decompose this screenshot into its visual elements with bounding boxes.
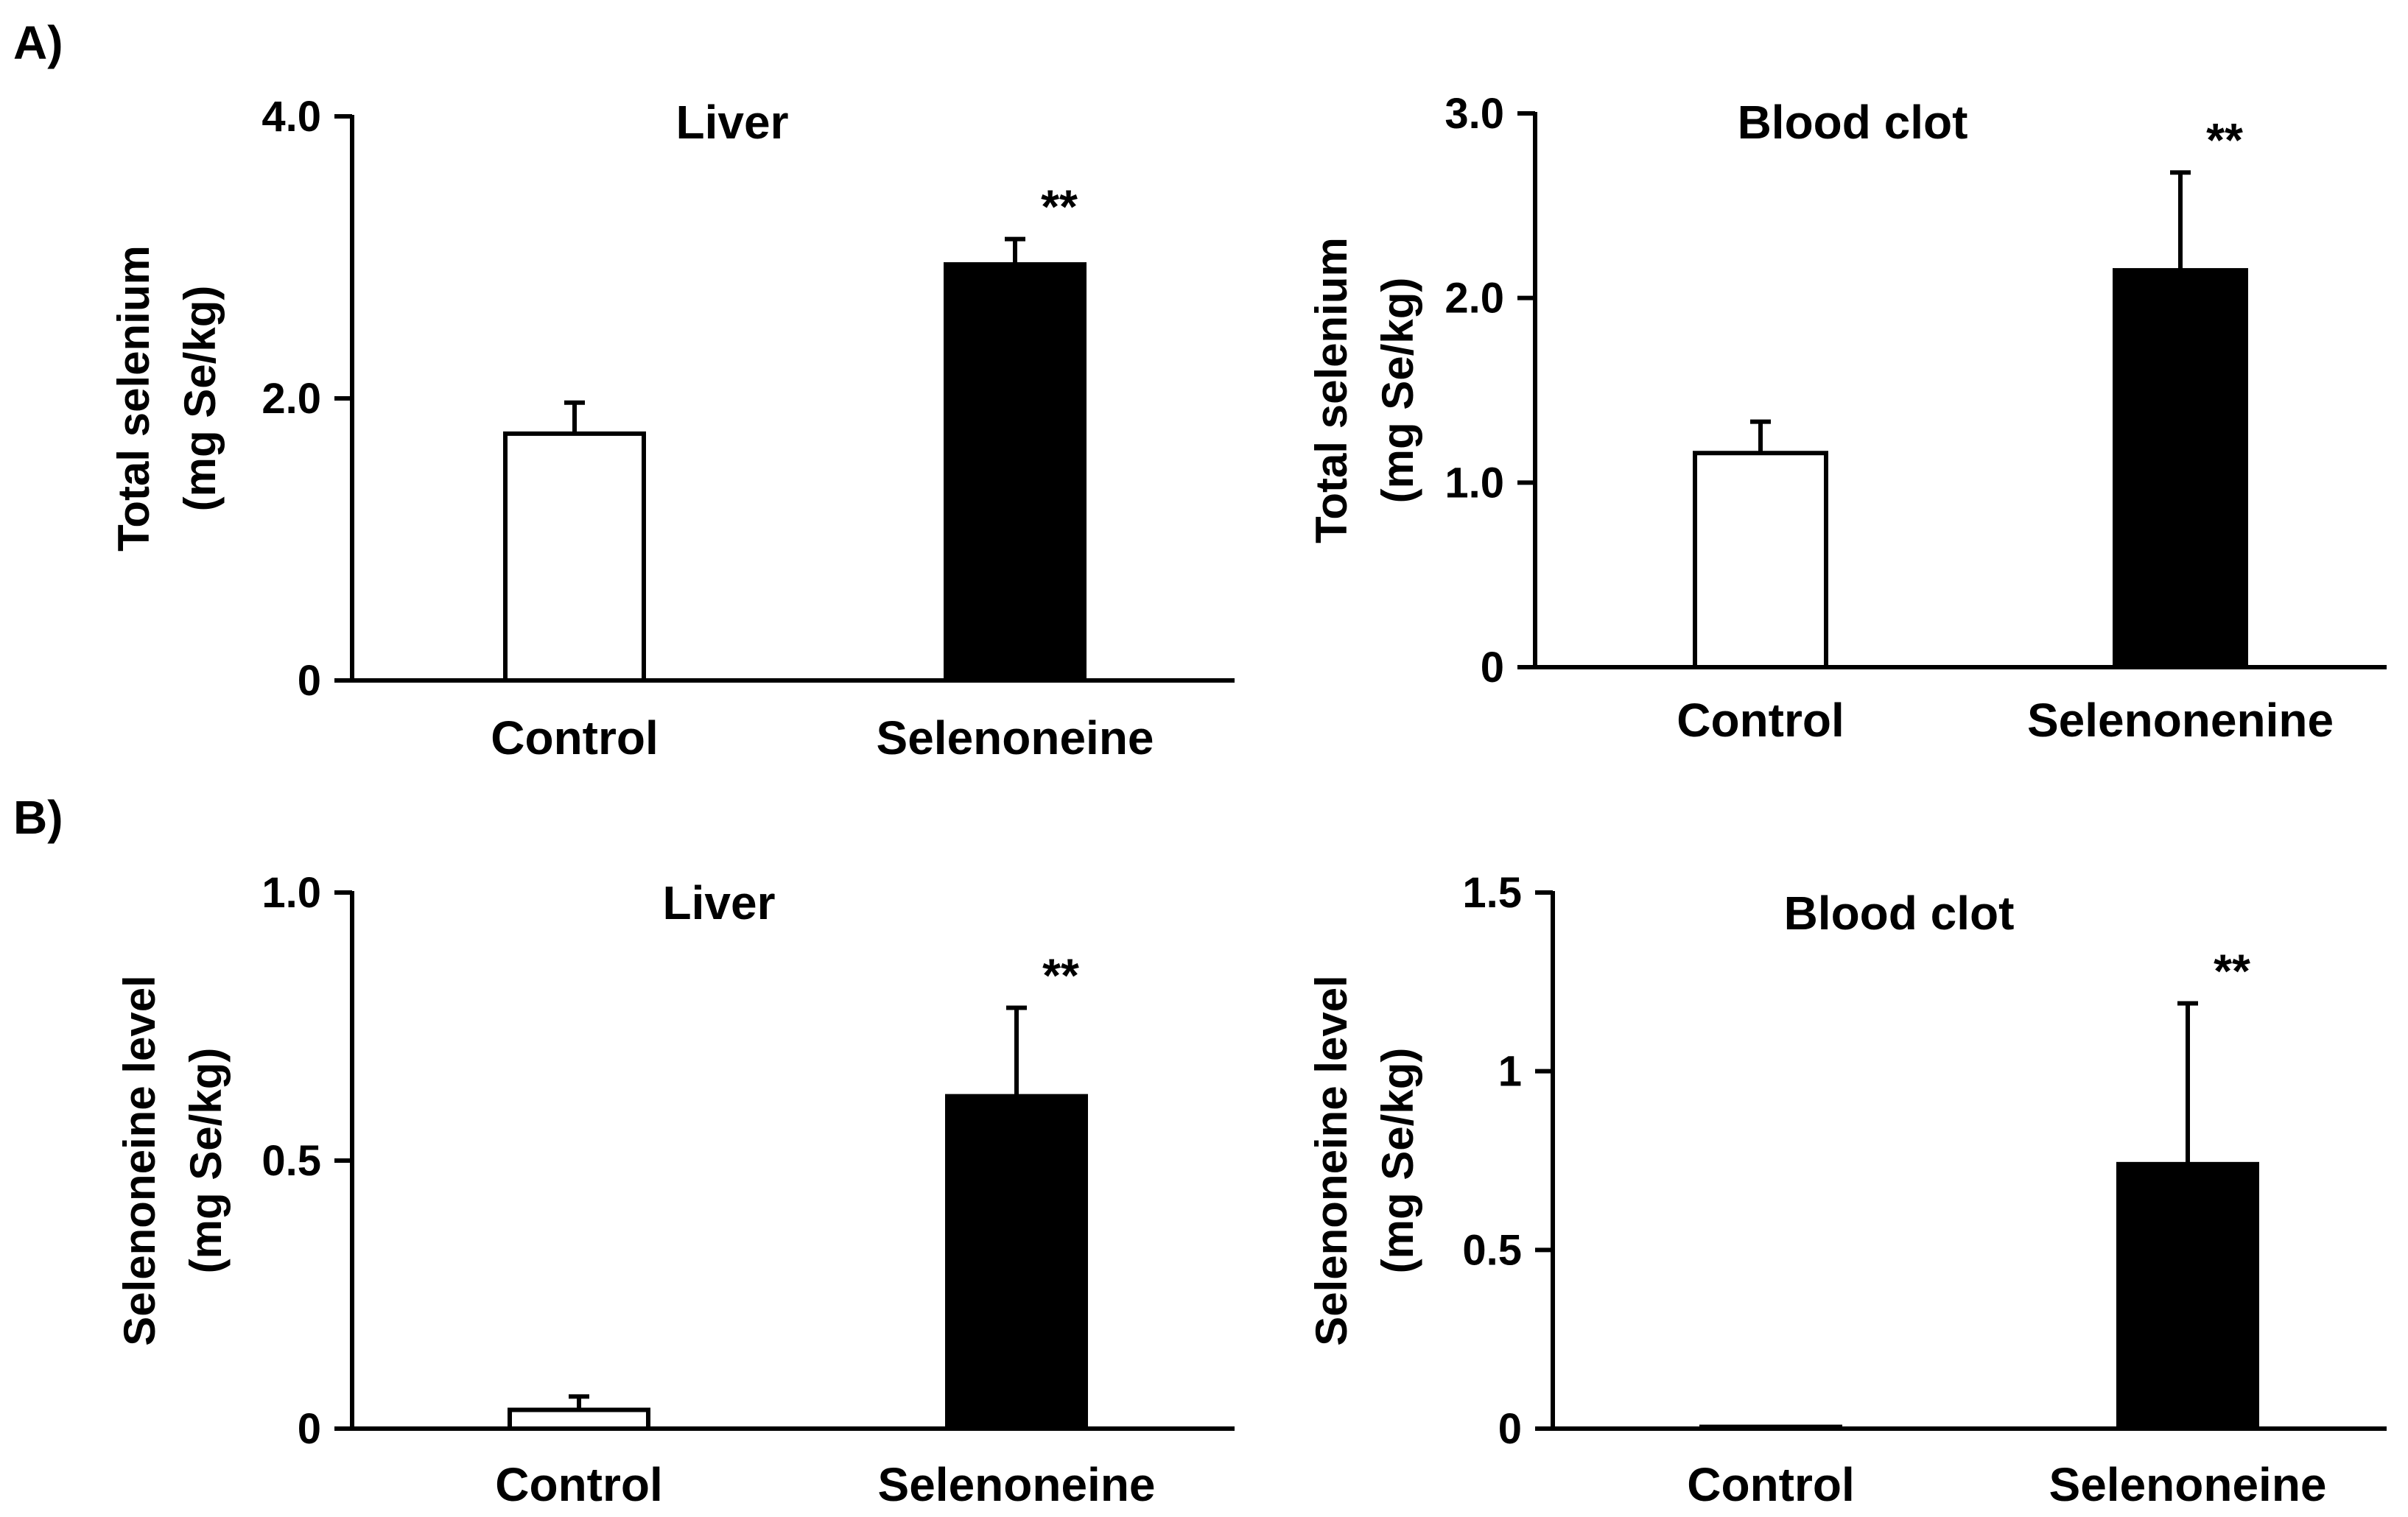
significance-marker: **	[1041, 180, 1078, 233]
y-tick-label: 0.5	[261, 1137, 321, 1185]
y-tick-label: 0	[1498, 1405, 1522, 1453]
chart-2: Blood clot Total selenium (mg Se/kg) 0 1.0 2.…	[1307, 90, 2387, 747]
x-category-label: Selenonenine	[2027, 694, 2334, 747]
chart-title: Blood clot	[1738, 96, 1968, 149]
y-axis-label-line-1: Total selenium	[1307, 237, 1356, 543]
bar	[503, 431, 646, 683]
x-category-label: Control	[491, 711, 659, 764]
bar	[2116, 1161, 2259, 1432]
significance-marker: **	[1042, 949, 1079, 1002]
bar	[2113, 268, 2248, 670]
y-axis-label-line-2: (mg Se/kg)	[175, 286, 225, 512]
bar	[508, 1407, 650, 1432]
y-tick-label: 1.0	[261, 869, 321, 917]
chart-title: Blood clot	[1784, 887, 2015, 940]
y-tick-label: 0	[1481, 644, 1504, 691]
significance-marker: **	[2206, 113, 2243, 166]
y-tick-label: 2.0	[261, 375, 321, 423]
bar	[1699, 1424, 1842, 1432]
x-category-label: Control	[1677, 694, 1844, 747]
y-axis-label-line-1: Selenoneine level	[1307, 975, 1356, 1346]
bar	[944, 262, 1087, 683]
y-tick-label: 3.0	[1445, 90, 1504, 138]
bar	[1693, 451, 1828, 670]
y-tick-label: 0.5	[1462, 1226, 1522, 1274]
y-tick-label: 1.5	[1462, 869, 1522, 917]
y-tick-label: 4.0	[261, 93, 321, 141]
y-tick-label: 0	[298, 657, 321, 705]
y-tick-label: 1	[1498, 1048, 1522, 1096]
x-category-label: Selenoneine	[877, 711, 1154, 764]
significance-marker: **	[2214, 944, 2250, 997]
panel-label-a: A)	[13, 16, 63, 69]
y-tick-label: 1.0	[1445, 459, 1504, 507]
y-axis-label-line-2: (mg Se/kg)	[1373, 1048, 1422, 1274]
x-category-label: Control	[1687, 1458, 1855, 1511]
y-tick-label: 2.0	[1445, 275, 1504, 323]
y-axis-label-line-1: Total selenium	[109, 245, 158, 552]
y-tick-label: 0	[298, 1405, 321, 1453]
chart-title: Liver	[676, 96, 789, 149]
y-axis-label-line-2: (mg Se/kg)	[1373, 278, 1422, 504]
y-axis-label-line-1: Selenoneine level	[115, 975, 164, 1346]
chart-3: Liver Selenoneine level (mg Se/kg) 0 0.5 1.0 C…	[115, 869, 1235, 1511]
chart-title: Liver	[663, 876, 776, 929]
x-category-label: Selenoneine	[2049, 1458, 2327, 1511]
y-axis-label-line-2: (mg Se/kg)	[181, 1048, 231, 1274]
x-category-label: Selenoneine	[878, 1458, 1156, 1511]
bar	[945, 1094, 1088, 1431]
chart-4: Blood clot Selenoneine level (mg Se/kg) 0 0.…	[1307, 869, 2387, 1511]
panel-label-b: B)	[13, 791, 63, 844]
x-category-label: Control	[495, 1458, 663, 1511]
chart-1: Liver Total selenium (mg Se/kg) 0 2.0 4.0 Cont…	[109, 93, 1235, 764]
